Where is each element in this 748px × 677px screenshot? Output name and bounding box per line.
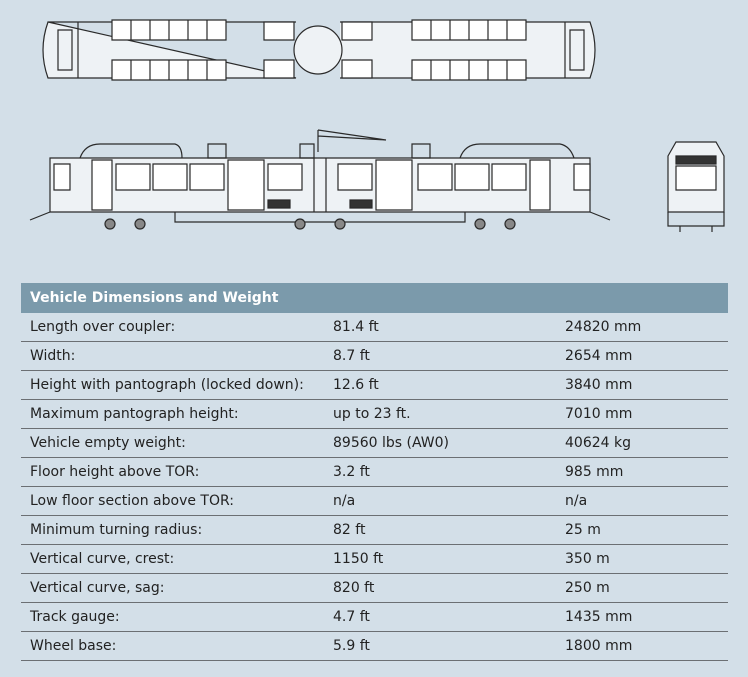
imperial-value: 820 ft (333, 580, 375, 596)
imperial-value: 81.4 ft (333, 319, 379, 335)
table-row: Vertical curve, crest: 1150 ft 350 m (21, 545, 728, 574)
spec-label: Vehicle empty weight: (30, 435, 186, 451)
metric-value: 3840 mm (565, 377, 633, 393)
tram-drawings (0, 0, 748, 270)
spec-label: Floor height above TOR: (30, 464, 200, 480)
spec-label: Width: (30, 348, 76, 364)
spec-label: Track gauge: (30, 609, 120, 625)
imperial-value: 5.9 ft (333, 638, 370, 654)
imperial-value: 3.2 ft (333, 464, 370, 480)
spec-label: Wheel base: (30, 638, 117, 654)
table-row: Vertical curve, sag: 820 ft 250 m (21, 574, 728, 603)
spec-label: Low floor section above TOR: (30, 493, 235, 509)
table-title: Vehicle Dimensions and Weight (21, 283, 728, 313)
spec-label: Minimum turning radius: (30, 522, 203, 538)
metric-value: 40624 kg (565, 435, 631, 451)
imperial-value: 8.7 ft (333, 348, 370, 364)
imperial-value: 82 ft (333, 522, 366, 538)
spec-label: Maximum pantograph height: (30, 406, 239, 422)
imperial-value: n/a (333, 493, 356, 509)
imperial-value: 89560 lbs (AW0) (333, 435, 449, 451)
metric-value: n/a (565, 493, 588, 509)
metric-value: 1435 mm (565, 609, 633, 625)
table-row: Vehicle empty weight: 89560 lbs (AW0) 4062… (21, 429, 728, 458)
metric-value: 25 m (565, 522, 601, 538)
spec-label: Vertical curve, sag: (30, 580, 165, 596)
top-view (43, 20, 595, 80)
table-row: Length over coupler: 81.4 ft 24820 mm (21, 313, 728, 342)
side-view (30, 130, 610, 229)
table-row: Low floor section above TOR: n/a n/a (21, 487, 728, 516)
metric-value: 985 mm (565, 464, 624, 480)
metric-value: 7010 mm (565, 406, 633, 422)
table-row: Height with pantograph (locked down): 12.… (21, 371, 728, 400)
specs-table: Vehicle Dimensions and Weight Length ove… (21, 283, 728, 661)
metric-value: 250 m (565, 580, 610, 596)
table-row: Track gauge: 4.7 ft 1435 mm (21, 603, 728, 632)
spec-label: Length over coupler: (30, 319, 176, 335)
metric-value: 24820 mm (565, 319, 642, 335)
imperial-value: 4.7 ft (333, 609, 370, 625)
table-row: Floor height above TOR: 3.2 ft 985 mm (21, 458, 728, 487)
spec-label: Vertical curve, crest: (30, 551, 175, 567)
metric-value: 2654 mm (565, 348, 633, 364)
spec-label: Height with pantograph (locked down): (30, 377, 304, 393)
front-view (668, 142, 724, 232)
table-row: Minimum turning radius: 82 ft 25 m (21, 516, 728, 545)
imperial-value: 1150 ft (333, 551, 384, 567)
imperial-value: 12.6 ft (333, 377, 379, 393)
table-row: Wheel base: 5.9 ft 1800 mm (21, 632, 728, 661)
metric-value: 350 m (565, 551, 610, 567)
table-row: Maximum pantograph height: up to 23 ft. 70… (21, 400, 728, 429)
imperial-value: up to 23 ft. (333, 406, 411, 422)
table-row: Width: 8.7 ft 2654 mm (21, 342, 728, 371)
metric-value: 1800 mm (565, 638, 633, 654)
